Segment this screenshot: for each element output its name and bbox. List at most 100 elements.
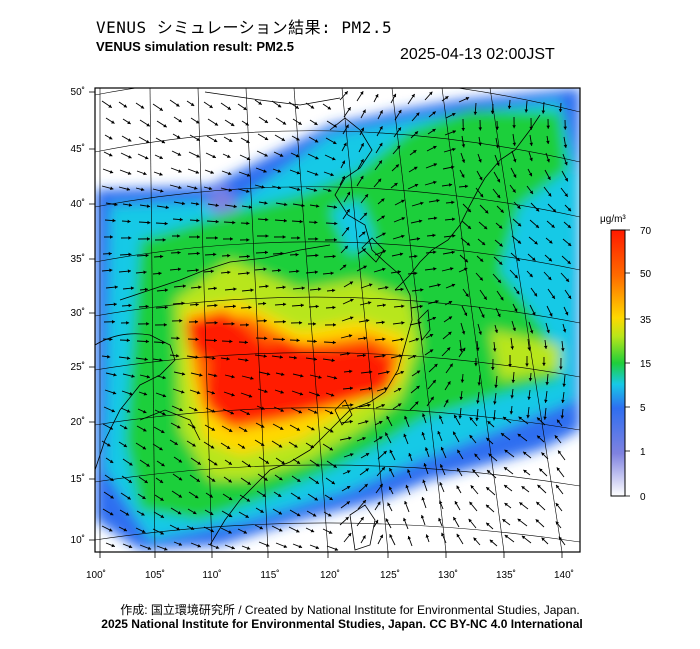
wind-arrow-head xyxy=(547,193,552,197)
wind-arrow-head xyxy=(178,494,182,498)
wind-arrow-head xyxy=(451,283,456,288)
wind-arrow-head xyxy=(143,171,147,176)
wind-arrow-head xyxy=(346,486,351,490)
wind-arrow-head xyxy=(128,479,132,483)
wind-arrow-head xyxy=(474,453,478,458)
lon-tick: 125˚ xyxy=(380,569,400,581)
wind-arrow-head xyxy=(332,305,336,310)
wind-arrow-head xyxy=(451,217,456,222)
wind-arrow-head xyxy=(560,415,565,419)
wind-arrow-head xyxy=(361,231,366,235)
wind-arrow-head xyxy=(525,363,529,367)
wind-arrow-head xyxy=(445,399,449,403)
wind-arrow-head xyxy=(199,373,203,377)
wind-arrow-head xyxy=(282,285,286,290)
wind-arrow-head xyxy=(344,91,348,95)
wind-arrow-head xyxy=(194,186,198,190)
wind-arrow-head xyxy=(500,296,504,301)
wind-arrow-head xyxy=(461,127,466,131)
wind-arrow-head xyxy=(246,189,250,193)
wind-arrow-head xyxy=(551,295,555,299)
wind-arrow-head xyxy=(516,290,520,295)
wind-arrow-head xyxy=(263,318,267,323)
wind-arrow-head xyxy=(112,218,116,223)
wind-arrow-head xyxy=(300,374,304,378)
wind-arrow-head xyxy=(192,443,196,447)
wind-arrow-head xyxy=(401,321,405,325)
wind-arrow-head xyxy=(485,504,490,509)
wind-arrow-head xyxy=(401,217,405,221)
wind-arrow-head xyxy=(414,183,419,188)
wind-arrow-head xyxy=(108,528,113,532)
wind-arrow-head xyxy=(278,528,283,532)
wind-arrow-head xyxy=(331,480,335,485)
wind-arrow-head xyxy=(364,483,368,488)
wind-arrow-head xyxy=(248,394,253,398)
wind-arrow-head xyxy=(127,120,131,124)
wind-arrow-head xyxy=(299,321,303,325)
wind-arrow-head xyxy=(477,382,482,386)
wind-arrow-head xyxy=(209,104,213,108)
wind-arrow-head xyxy=(342,264,347,269)
wind-arrow-head xyxy=(469,417,474,421)
wind-arrow-head xyxy=(464,184,469,189)
wind-arrow-head xyxy=(469,501,473,506)
wind-arrow-head xyxy=(310,105,315,109)
wind-arrow-head xyxy=(460,379,465,383)
wind-arrow-head xyxy=(282,302,287,307)
wind-arrow-head xyxy=(331,358,335,363)
wind-arrow-head xyxy=(227,270,231,275)
wind-arrow-head xyxy=(487,470,491,474)
wind-arrow-head xyxy=(474,363,478,367)
wind-arrow-head xyxy=(486,522,490,527)
wind-vectors xyxy=(101,90,572,551)
wind-arrow-head xyxy=(197,235,201,239)
wind-arrow-head xyxy=(360,159,364,163)
wind-arrow-head xyxy=(436,198,440,203)
wind-arrow-head xyxy=(448,316,453,320)
wind-arrow-head xyxy=(451,112,456,117)
wind-arrow-head xyxy=(298,121,302,125)
colorbar-tick: 5 xyxy=(640,403,646,414)
lat-tick: 20˚ xyxy=(71,416,85,428)
wind-arrow-head xyxy=(346,209,350,213)
colorbar-tick: 0 xyxy=(640,492,646,503)
wind-arrow-head xyxy=(457,449,461,454)
wind-arrow-head xyxy=(215,203,219,208)
wind-arrow-head xyxy=(523,451,527,456)
wind-arrow-head xyxy=(332,288,336,293)
wind-arrow-head xyxy=(181,372,186,376)
wind-arrow-head xyxy=(227,253,231,258)
wind-arrow-head xyxy=(194,320,199,324)
wind-arrow-head xyxy=(214,236,218,240)
wind-arrow-head xyxy=(362,109,366,114)
wind-arrow-head xyxy=(329,496,333,501)
wind-arrow-head xyxy=(509,411,514,415)
wind-arrow-head xyxy=(475,417,479,421)
wind-arrow-head xyxy=(109,512,114,516)
wind-arrow-head xyxy=(388,486,393,491)
wind-arrow-head xyxy=(114,285,118,289)
wind-arrow-head xyxy=(241,445,246,449)
wind-arrow-head xyxy=(362,437,366,441)
wind-arrow-head xyxy=(360,143,364,147)
wind-arrow-head xyxy=(379,126,383,130)
wind-arrow-head xyxy=(397,127,401,131)
colorbar-unit: μg/m³ xyxy=(600,214,626,225)
wind-arrow-head xyxy=(125,512,130,516)
wind-arrow-head xyxy=(158,271,162,276)
wind-arrow-head xyxy=(438,415,443,419)
wind-arrow-head xyxy=(179,407,183,412)
wind-arrow-head xyxy=(349,281,354,285)
wind-arrow-head xyxy=(368,386,372,391)
lon-tick: 105˚ xyxy=(145,569,165,581)
wind-arrow-head xyxy=(341,160,346,165)
wind-arrow-head xyxy=(160,254,164,259)
wind-arrow-head xyxy=(250,376,254,380)
wind-arrow-head xyxy=(126,338,130,343)
wind-arrow-head xyxy=(401,304,405,309)
wind-arrow-head xyxy=(228,138,233,142)
wind-arrow-head xyxy=(549,313,553,317)
wind-arrow-head xyxy=(233,204,237,209)
wind-arrow-head xyxy=(467,208,471,213)
